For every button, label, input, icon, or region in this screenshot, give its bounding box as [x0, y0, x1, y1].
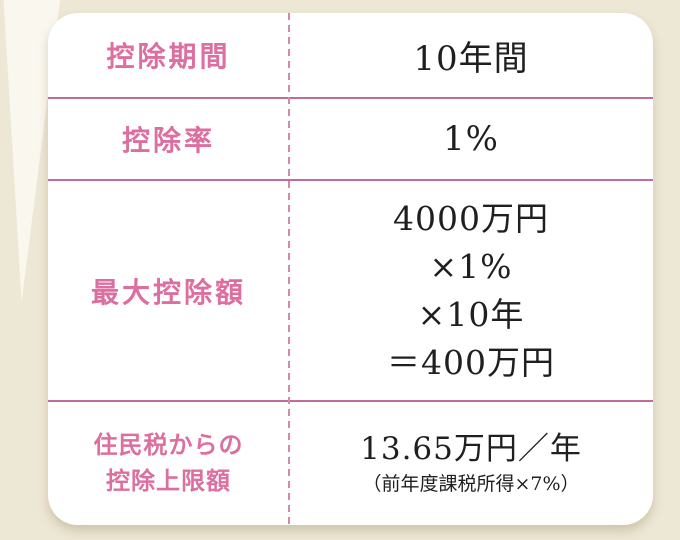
- formula-line-years: ×10年: [417, 294, 525, 334]
- label-cell-resident-tax-limit: 住民税からの 控除上限額: [48, 402, 289, 525]
- value-cell-max-deduction: 4000万円 ×1% ×10年 ＝400万円: [289, 181, 653, 400]
- row-label-max-deduction: 最大控除額: [90, 276, 246, 308]
- value-cell-deduction-period: 10年間: [289, 13, 653, 97]
- table-row-deduction-rate: 控除率 1%: [48, 99, 653, 181]
- row-label-deduction-period: 控除期間: [106, 41, 231, 72]
- value-cell-resident-tax-limit: 13.65万円／年 （前年度課税所得×7%）: [289, 402, 653, 525]
- row-value-deduction-rate: 1%: [443, 119, 499, 159]
- value-cell-deduction-rate: 1%: [289, 99, 653, 179]
- row-value-deduction-period: 10年間: [413, 38, 529, 79]
- deduction-table-panel: 控除期間 10年間 控除率 1% 最大控除額 4000万円 ×1% ×10年 ＝…: [48, 13, 653, 525]
- formula-line-principal: 4000万円: [393, 198, 549, 238]
- row-value-resident-tax-note: （前年度課税所得×7%）: [362, 472, 580, 495]
- formula-line-rate: ×1%: [429, 246, 513, 286]
- table-row-resident-tax-limit: 住民税からの 控除上限額 13.65万円／年 （前年度課税所得×7%）: [48, 402, 653, 525]
- formula-line-result: ＝400万円: [387, 342, 555, 382]
- table-row-deduction-period: 控除期間 10年間: [48, 13, 653, 99]
- table-row-max-deduction: 最大控除額 4000万円 ×1% ×10年 ＝400万円: [48, 181, 653, 402]
- row-label-resident-tax-line2: 控除上限額: [106, 467, 231, 495]
- row-label-deduction-rate: 控除率: [121, 125, 215, 156]
- label-cell-max-deduction: 最大控除額: [48, 181, 289, 400]
- row-label-resident-tax-line1: 住民税からの: [93, 431, 244, 459]
- row-value-resident-tax-amount: 13.65万円／年: [360, 430, 582, 467]
- label-cell-deduction-rate: 控除率: [48, 99, 289, 179]
- label-cell-deduction-period: 控除期間: [48, 13, 289, 97]
